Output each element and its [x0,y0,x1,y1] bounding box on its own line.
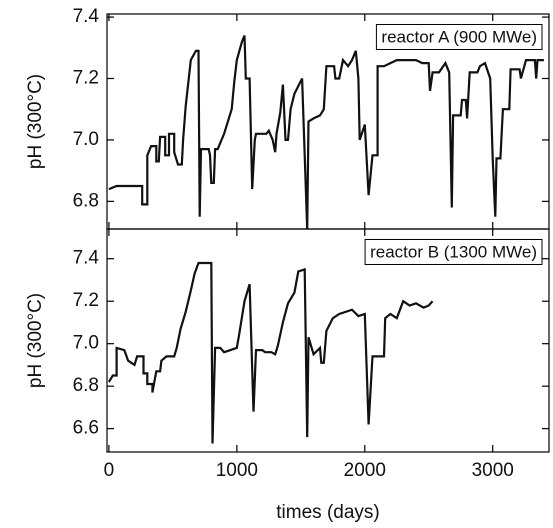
y-tick-label: 7.4 [73,6,100,27]
series-line [108,35,544,230]
y-tick-label: 7.4 [73,248,100,269]
y-tick-label: 7.2 [73,290,99,311]
y-axis-label: pH (300°C) [25,293,46,388]
x-tick-label: 0 [104,460,115,481]
legend-label: reactor B (1300 MWe) [370,242,537,261]
plot-frame [106,228,550,453]
y-tick-label: 6.8 [73,190,99,211]
legend-box [375,23,543,50]
y-tick-label: 6.6 [73,418,99,439]
y-tick-label: 7.0 [73,129,99,150]
y-axis-label: pH (300°C) [25,74,46,169]
x-tick-label: 2000 [344,460,386,481]
y-tick-label: 7.0 [73,333,99,354]
x-tick-label: 1000 [216,460,258,481]
series-line [107,261,434,444]
x-axis-label: times (days) [276,502,379,523]
legend-label: reactor A (900 MWe) [381,27,537,46]
x-tick-label: 3000 [472,460,514,481]
y-tick-label: 6.8 [73,375,99,396]
y-tick-label: 7.2 [73,68,99,89]
legend-box [364,238,543,265]
